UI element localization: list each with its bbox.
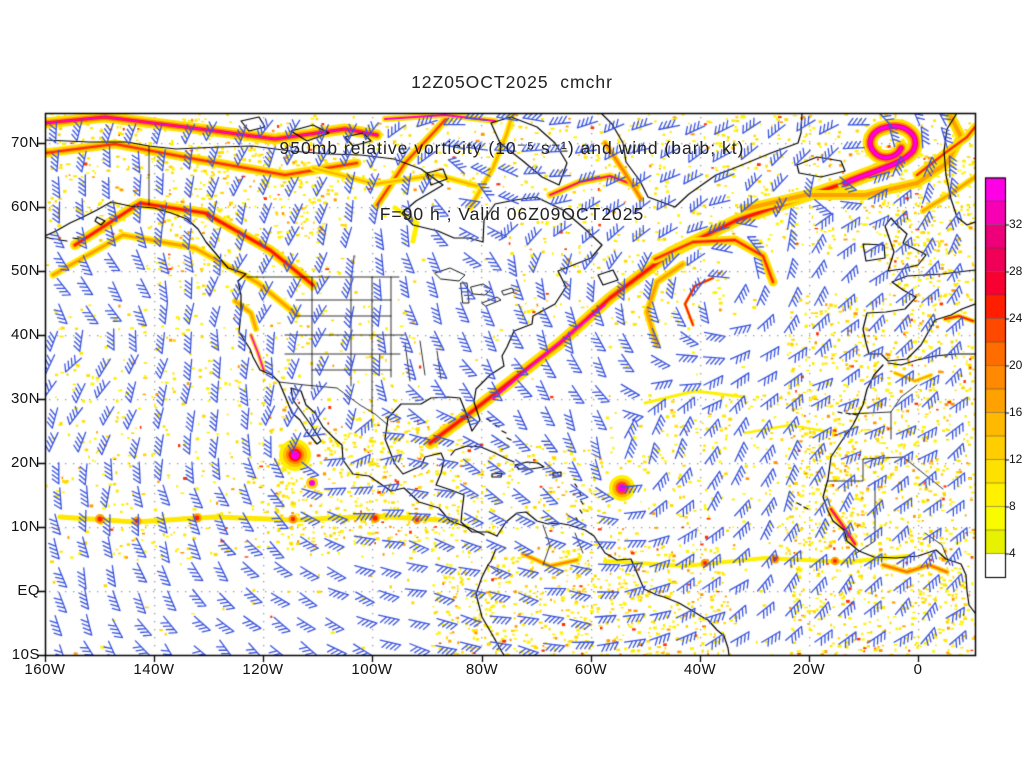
x-tick-140w: 140W [133,661,175,678]
x-tick-40w: 40W [683,661,717,678]
colorbar-label-8: 8 [1009,499,1016,513]
y-tick-60n: 60N [10,198,40,215]
x-tick-20w: 20W [792,661,826,678]
y-tick-20n: 20N [10,454,40,471]
y-tick-40n: 40N [10,326,40,343]
x-tick-160w: 160W [24,661,66,678]
colorbar-label-20: 20 [1009,358,1023,372]
field-title: 950mb relative vorticity (10⁻⁵ s⁻¹) and … [279,138,745,158]
colorbar-label-12: 12 [1009,452,1023,466]
x-tick-100w: 100W [351,661,393,678]
colorbar-label-16: 16 [1009,405,1023,419]
y-tick-30n: 30N [10,390,40,407]
x-tick-60w: 60W [574,661,608,678]
y-tick-eq: EQ [17,582,40,599]
colorbar-label-28: 28 [1009,264,1023,278]
y-tick-10s: 10S [11,646,40,663]
x-tick-80w: 80W [465,661,499,678]
x-tick-120w: 120W [242,661,284,678]
colorbar-label-32: 32 [1009,217,1023,231]
x-tick-0: 0 [913,661,923,678]
colorbar-label-24: 24 [1009,311,1023,325]
colorbar-label-4: 4 [1009,546,1016,560]
run-title: 12Z05OCT2025 cmchr [411,72,613,92]
colorbar [983,176,1024,580]
y-tick-70n: 70N [10,134,40,151]
y-tick-10n: 10N [10,518,40,535]
chart-header: 12Z05OCT2025 cmchr 950mb relative vortic… [0,27,1024,269]
y-tick-50n: 50N [10,262,40,279]
valid-title: F=90 h ; Valid 06Z09OCT2025 [379,204,645,224]
